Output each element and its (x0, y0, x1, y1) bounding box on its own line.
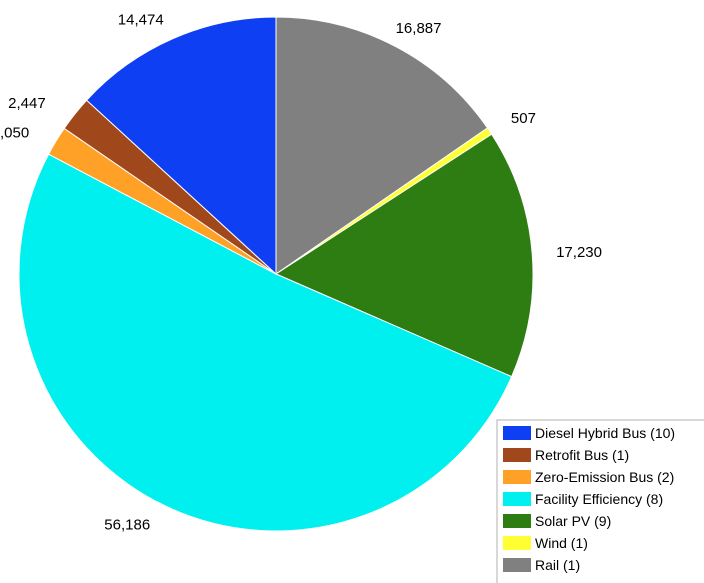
legend-swatch (503, 558, 531, 572)
pie-slices (18, 16, 534, 532)
slice-value-label: 2,050 (0, 125, 29, 142)
legend-swatch (503, 448, 531, 462)
slice-value-label: 16,887 (396, 20, 442, 37)
slice-value-label: 14,474 (118, 12, 164, 29)
slice-value-label: 17,230 (556, 244, 602, 261)
legend-label: Solar PV (9) (535, 513, 611, 529)
legend-swatch (503, 426, 531, 440)
legend-label: Facility Efficiency (8) (535, 491, 663, 507)
legend-swatch (503, 470, 531, 484)
legend-label: Retrofit Bus (1) (535, 447, 629, 463)
pie-slice-diesel-hybrid-bus-10 (85, 16, 277, 276)
legend-label: Diesel Hybrid Bus (10) (535, 425, 675, 441)
slice-value-label: 56,186 (104, 516, 150, 533)
slice-value-labels: 16,887 507 17,230 56,186 2,050 2,447 14,474 (0, 12, 602, 534)
pie-slice-solar-pv-9 (274, 133, 534, 378)
legend-box (496, 419, 704, 583)
legend-swatch (503, 536, 531, 550)
legend-label: Wind (1) (535, 535, 588, 551)
legend-label: Rail (1) (535, 557, 580, 573)
legend-swatch (503, 514, 531, 528)
legend-label: Zero-Emission Bus (2) (535, 469, 674, 485)
slice-value-label: 507 (511, 110, 536, 127)
pie-slice-facility-efficiency-8 (18, 153, 513, 532)
slice-value-label: 2,447 (8, 95, 46, 112)
pie-slice-rail-1 (275, 16, 489, 275)
legend-swatch (503, 492, 531, 506)
chart-legend: Diesel Hybrid Bus (10) Retrofit Bus (1) Ze… (496, 419, 704, 583)
